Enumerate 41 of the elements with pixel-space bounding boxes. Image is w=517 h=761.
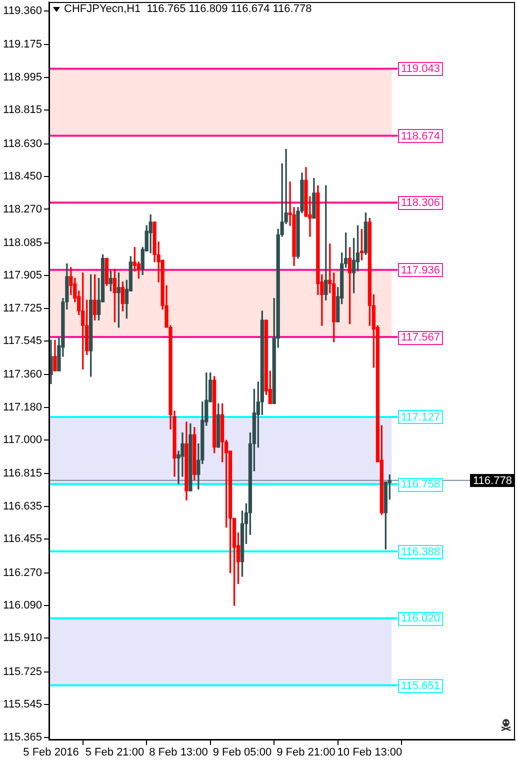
x-tick-label: 10 Feb 13:00 (337, 746, 402, 759)
y-tick-label: 117.180 (3, 401, 42, 414)
ref-line-label: 118.306 (401, 197, 440, 210)
y-tick-label: 118.995 (3, 71, 42, 84)
y-tick-label: 119.360 (3, 5, 42, 18)
y-tick-label: 117.000 (3, 434, 42, 446)
y-tick-label: 118.630 (3, 138, 42, 150)
y-tick-label: 117.360 (3, 368, 42, 381)
x-tick-label: 5 Feb 2016 (23, 746, 79, 759)
y-tick-label: 117.725 (3, 302, 42, 314)
y-tick-label: 116.270 (3, 566, 42, 579)
y-tick-label: 119.175 (3, 38, 42, 51)
ref-line-label: 116.388 (401, 546, 440, 558)
y-tick-label: 115.545 (3, 698, 42, 711)
ref-line-label: 115.651 (401, 680, 440, 692)
y-tick-label: 116.090 (3, 600, 42, 612)
x-tick-label: 9 Feb 05:00 (212, 746, 272, 759)
x-tick-label: 5 Feb 21:00 (85, 746, 144, 759)
x-tick-label: 8 Feb 13:00 (149, 746, 208, 759)
ref-line-label: 117.936 (401, 264, 440, 276)
y-tick-label: 117.905 (3, 270, 42, 282)
y-tick-label: 115.725 (3, 666, 42, 678)
chart-title: CHFJPYecn,H1 116.765 116.809 116.674 116.778 (64, 3, 312, 16)
ref-line-label: 119.043 (401, 63, 440, 76)
ref-line-label: 118.674 (401, 130, 440, 142)
ref-line-label: 117.567 (401, 332, 440, 344)
y-tick-label: 116.635 (3, 500, 42, 512)
y-tick-label: 118.085 (3, 236, 42, 249)
y-tick-label: 116.815 (3, 468, 42, 480)
ref-line-label: 117.127 (401, 412, 440, 424)
ref-line-label: 116.778 (473, 474, 512, 487)
y-tick-label: 118.270 (3, 203, 42, 216)
y-tick-label: 115.365 (3, 731, 42, 744)
ref-line-label: 116.020 (401, 612, 440, 625)
y-tick-label: 118.450 (3, 170, 42, 183)
y-tick-label: 115.910 (3, 632, 42, 644)
y-tick-label: 117.545 (3, 335, 42, 348)
ref-line-label: 116.758 (401, 478, 440, 491)
y-tick-label: 116.455 (3, 533, 42, 546)
y-tick-label: 118.815 (3, 104, 42, 116)
x-tick-label: 9 Feb 21:00 (276, 746, 336, 759)
